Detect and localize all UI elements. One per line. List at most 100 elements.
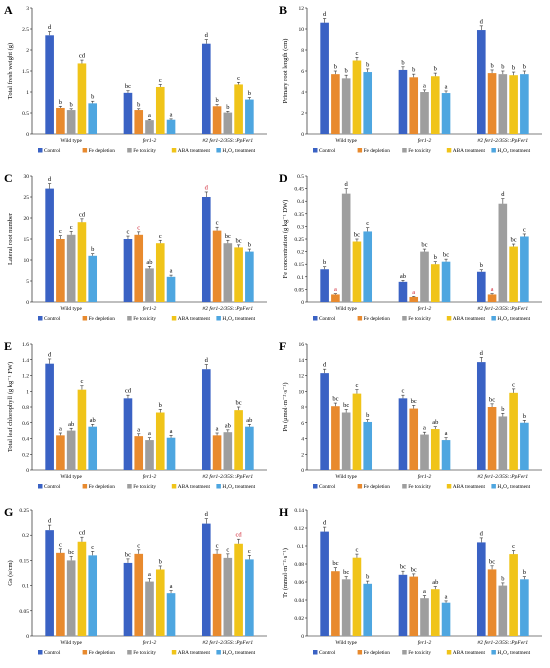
y-tick-label: 10 <box>299 27 305 33</box>
bar <box>398 398 408 470</box>
bar <box>234 84 243 134</box>
legend-swatch <box>38 148 43 153</box>
legend-swatch <box>313 484 318 489</box>
significance-label: c <box>355 382 358 389</box>
y-tick-label: 0.45 <box>294 187 304 193</box>
legend-swatch <box>491 650 496 655</box>
significance-label: b <box>159 558 162 565</box>
significance-label: cd <box>125 388 132 395</box>
bar <box>155 412 165 470</box>
legend-entry: Control <box>44 650 61 656</box>
group-label: fer1-2 <box>418 305 432 312</box>
significance-label: c <box>226 546 229 553</box>
bar <box>409 576 419 636</box>
y-tick-label: 12 <box>299 6 305 12</box>
bar <box>212 106 222 134</box>
legend-entry: Fe toxicity <box>408 484 431 490</box>
significance-label: ab <box>432 579 438 586</box>
bar <box>88 555 98 636</box>
y-tick-label: 6 <box>301 69 304 75</box>
y-axis-label: Total fresh weight (g) <box>7 43 14 99</box>
legend-entry: ABA treatment <box>178 316 211 322</box>
bar <box>341 78 351 134</box>
legend-entry: ABA treatment <box>453 148 486 154</box>
bar <box>88 426 98 470</box>
significance-label: b <box>59 99 62 106</box>
legend-entry: Control <box>319 484 336 490</box>
legend-entry: Fe depletion <box>364 316 391 322</box>
significance-label: d <box>48 24 52 31</box>
bar <box>420 92 429 134</box>
bar <box>487 294 497 302</box>
group-label: fer1-2 <box>418 137 432 144</box>
bar <box>398 574 408 636</box>
y-tick-label: 4 <box>301 90 304 96</box>
significance-label: b <box>366 61 369 68</box>
panel-letter: B <box>279 3 287 17</box>
legend-entry: ABA treatment <box>178 650 211 656</box>
significance-label: c <box>137 224 140 231</box>
bar <box>155 569 165 636</box>
group-label: #2 fer1-2/35S::PpFer1 <box>478 137 529 144</box>
legend-entry: Control <box>319 316 336 322</box>
significance-label: b <box>91 246 94 253</box>
group-label: Wild type <box>60 474 82 480</box>
significance-label: b <box>345 68 348 75</box>
bar <box>145 581 154 636</box>
bar <box>341 412 351 470</box>
bar <box>245 426 254 470</box>
y-tick-label: 0 <box>26 132 29 138</box>
bar <box>320 531 329 636</box>
bar <box>134 436 144 470</box>
significance-label: c <box>59 228 62 235</box>
group-label: Wild type <box>335 138 357 144</box>
y-tick-label: 5 <box>26 279 29 285</box>
y-axis-label: Total leaf chlorophyll (g kg⁻¹ FW) <box>7 362 14 452</box>
bar <box>223 557 233 636</box>
group-label: Wild type <box>60 138 82 144</box>
y-axis-label: Lateral root number <box>7 212 14 265</box>
legend-swatch <box>171 148 177 153</box>
bar <box>430 429 440 470</box>
legend-entry: Fe toxicity <box>133 484 156 490</box>
significance-label: a <box>423 425 426 432</box>
legend-entry: H₂O₂ treatment <box>497 148 530 154</box>
legend-entry: Fe toxicity <box>133 148 156 154</box>
bar <box>509 246 518 302</box>
bar <box>45 530 54 636</box>
legend-entry: H₂O₂ treatment <box>497 316 530 322</box>
bar <box>409 408 419 470</box>
significance-label: cd <box>79 53 86 60</box>
bar <box>363 231 373 302</box>
y-tick-label: 0 <box>26 468 29 474</box>
y-tick-label: 0.3 <box>297 224 304 230</box>
legend-swatch <box>491 148 496 153</box>
significance-label: a <box>148 571 151 578</box>
bar <box>420 598 429 636</box>
bar <box>212 553 222 636</box>
y-tick-label: 0.4 <box>297 199 304 205</box>
y-tick-label: 0.2 <box>22 533 29 539</box>
y-tick-label: 0.15 <box>294 262 304 268</box>
panel-e: E Total leaf chlorophyll (g kg⁻¹ FW) 0 0.2 0… <box>4 339 267 490</box>
bar <box>201 197 211 302</box>
legend-swatch <box>38 316 43 321</box>
group-label: fer1-2 <box>418 473 432 480</box>
significance-label: ab <box>400 273 406 280</box>
y-tick-label: 0.8 <box>22 405 29 411</box>
y-tick-label: 8 <box>301 405 304 411</box>
significance-label: d <box>48 176 52 183</box>
bar <box>420 251 429 302</box>
group-label: fer1-2 <box>418 639 432 646</box>
significance-label: c <box>366 220 369 227</box>
bar <box>123 562 133 636</box>
bar <box>77 63 87 134</box>
y-tick-label: 10 <box>299 389 305 395</box>
y-tick-label: 14 <box>299 358 305 364</box>
bar <box>498 416 508 470</box>
significance-label: cd <box>236 532 243 539</box>
legend-entry: H₂O₂ treatment <box>222 650 255 656</box>
bar <box>320 269 329 302</box>
legend-swatch <box>357 484 363 489</box>
y-axis-label: Fe concentration (g kg⁻¹ DW) <box>282 200 289 279</box>
